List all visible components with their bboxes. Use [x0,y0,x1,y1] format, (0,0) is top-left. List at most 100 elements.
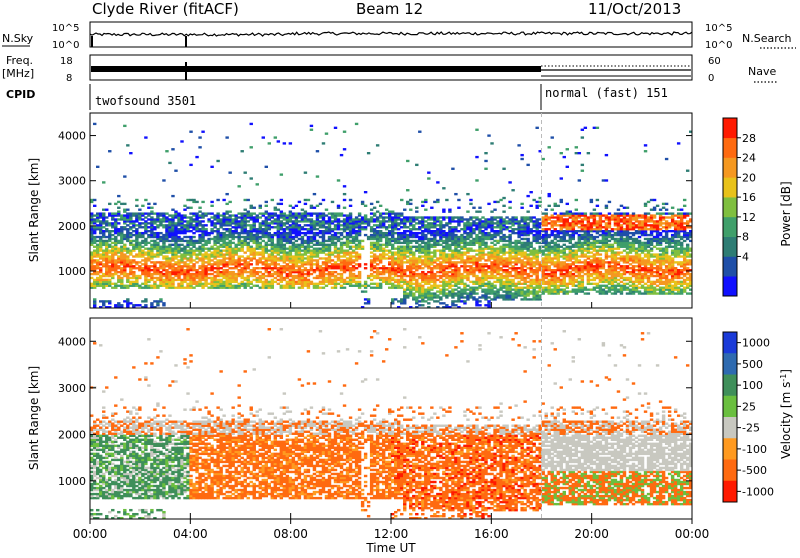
heatmap-cell [548,222,551,224]
heatmap-cell [165,269,168,271]
heatmap-cell [505,251,508,253]
heatmap-cell [283,265,286,267]
heatmap-cell [237,185,240,187]
nave-label: Nave [748,65,776,78]
heatmap-cell [117,211,120,213]
heatmap-cell [186,263,189,265]
heatmap-cell [201,131,204,133]
heatmap-cell [355,123,358,125]
heatmap-cell [337,283,340,285]
heatmap-cell [189,207,192,209]
heatmap-cell [415,228,418,230]
heatmap-cell [542,287,545,289]
heatmap-cell [222,199,225,201]
heatmap-cell [445,292,448,294]
heatmap-cell [517,257,520,259]
heatmap-cell [427,275,430,277]
heatmap-cell [141,267,144,269]
heatmap-cell [439,302,442,304]
heatmap-cell [439,281,442,283]
heatmap-cell [421,255,424,257]
heatmap-cell [111,287,114,289]
heatmap-cell [99,253,102,255]
heatmap-cell [475,250,478,252]
heatmap-cell [307,255,310,257]
heatmap-cell [502,168,505,170]
heatmap-cell [144,248,147,250]
heatmap-cell [415,222,418,224]
heatmap-cell [129,152,132,154]
heatmap-cell [463,251,466,253]
heatmap-cell [319,257,322,259]
heatmap-cell [548,265,551,267]
heatmap-cell [159,298,162,300]
heatmap-cell [250,212,253,214]
heatmap-cell [502,234,505,236]
heatmap-cell [409,228,412,230]
heatmap-cell [551,289,554,291]
heatmap-cell [532,279,535,281]
heatmap-cell [177,228,180,230]
heatmap-cell [340,242,343,244]
heatmap-cell [322,257,325,259]
heatmap-cell [141,250,144,252]
heatmap-cell [529,191,532,193]
heatmap-cell [153,281,156,283]
heatmap-cell [310,250,313,252]
heatmap-cell [253,267,256,269]
heatmap-cell [545,281,548,283]
heatmap-cell [189,216,192,218]
heatmap-cell [493,222,496,224]
heatmap-cell [277,214,280,216]
heatmap-cell [436,290,439,292]
freq-trace [91,62,691,80]
heatmap-cell [256,214,259,216]
heatmap-cell [168,214,171,216]
heatmap-cell [192,199,195,201]
heatmap-cell [102,181,105,183]
heatmap-cell [277,263,280,265]
heatmap-cell [493,285,496,287]
heatmap-cell [210,220,213,222]
heatmap-cell [376,283,379,285]
heatmap-cell [343,259,346,261]
heatmap-cell [228,271,231,273]
heatmap-cell [198,146,201,148]
heatmap-cell [111,242,114,244]
heatmap-cell [250,281,253,283]
heatmap-cell [331,259,334,261]
heatmap-cell [244,209,247,211]
heatmap-cell [409,257,412,259]
heatmap-cell [304,228,307,230]
heatmap-cell [102,230,105,232]
heatmap-cell [328,244,331,246]
heatmap-cell [463,222,466,224]
heatmap-cell [93,218,96,220]
heatmap-cell [301,269,304,271]
heatmap-cell [183,240,186,242]
heatmap-cell [231,226,234,228]
heatmap-cell [216,259,219,261]
heatmap-cell [93,265,96,267]
heatmap-cell [141,259,144,261]
heatmap-cell [493,244,496,246]
heatmap-cell [108,150,111,152]
heatmap-cell [526,285,529,287]
heatmap-cell [532,234,535,236]
heatmap-cell [180,265,183,267]
heatmap-cell [337,179,340,181]
heatmap-cell [198,257,201,259]
heatmap-cell [120,246,123,248]
heatmap-cell [433,265,436,267]
heatmap-cell [277,209,280,211]
heatmap-cell [319,230,322,232]
heatmap-cell [301,209,304,211]
heatmap-cell [159,218,162,220]
heatmap-cell [364,298,367,300]
power-heatmap-cells [90,123,692,309]
heatmap-cell [409,240,412,242]
heatmap-cell [283,244,286,246]
heatmap-cell [216,279,219,281]
heatmap-cell [421,285,424,287]
heatmap-cell [493,209,496,211]
